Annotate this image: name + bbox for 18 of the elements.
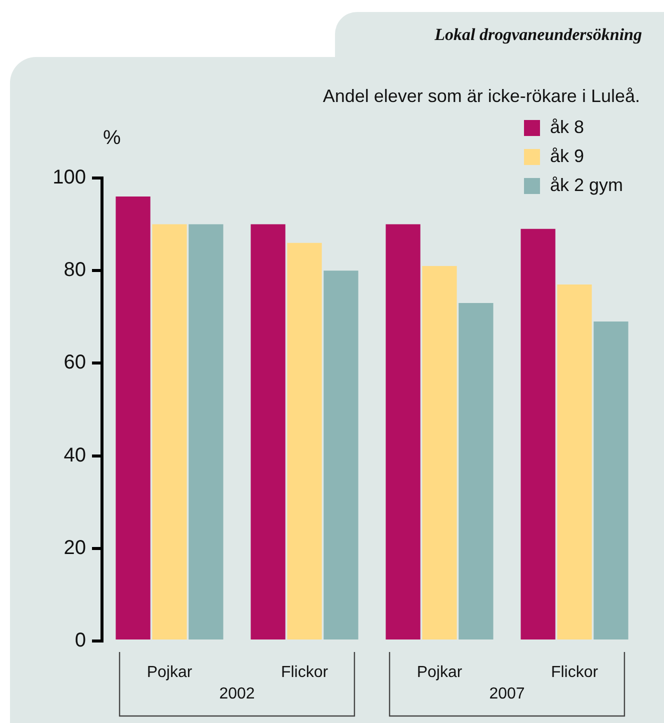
y-tick-label: 100 [52, 166, 86, 189]
x-tick-label: Flickor [280, 664, 329, 682]
y-axis-title: % [103, 127, 121, 150]
text: 2007 [489, 685, 525, 702]
legend-label: åk 9 [550, 146, 584, 167]
y-tick-label: 80 [64, 259, 86, 282]
x-tick-label: Pojkar [416, 664, 463, 682]
legend-label: åk 2 gym [550, 175, 624, 196]
chart-title: Lokal drogvaneundersökning [434, 25, 642, 45]
x-tick-label: Flickor [550, 664, 599, 682]
y-tick-label: 20 [64, 536, 86, 559]
text: 2002 [219, 685, 255, 702]
legend-label: åk 8 [550, 117, 584, 138]
y-tick-label: 40 [64, 444, 86, 466]
y-tick-label: 0 [74, 630, 86, 652]
chart-subtitle: Andel elever som är icke-rökare i Luleå. [322, 86, 640, 107]
y-tick-label: 60 [64, 352, 86, 374]
x-tick-label: Pojkar [146, 664, 193, 682]
